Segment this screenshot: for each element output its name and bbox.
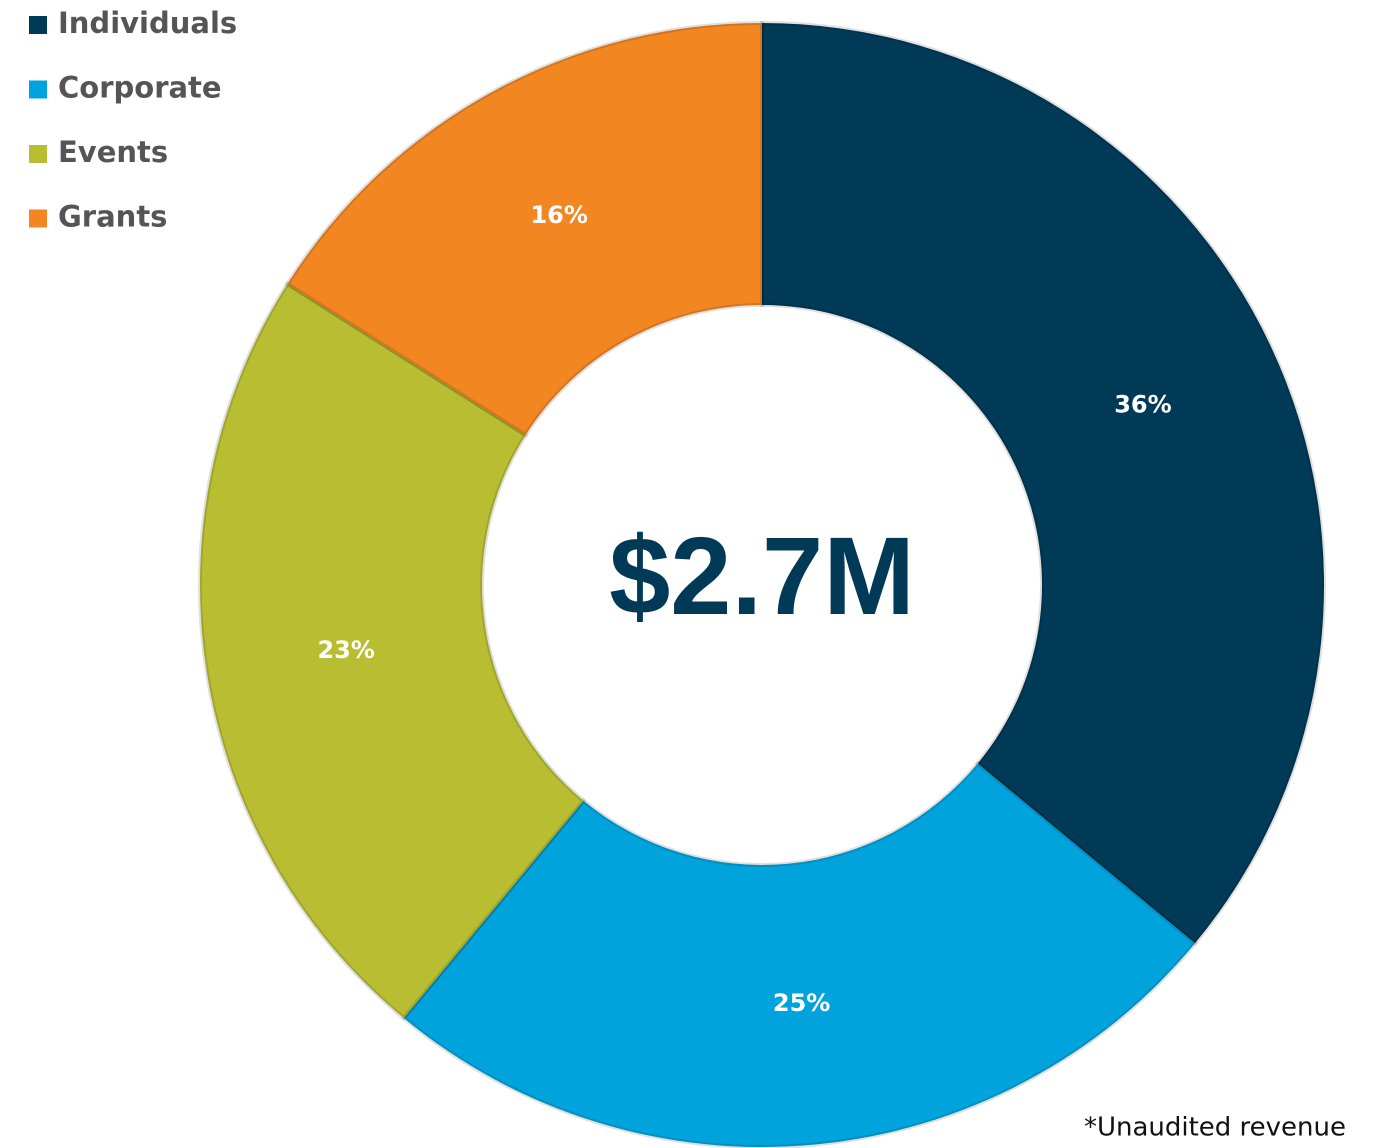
legend-text: Events	[58, 135, 168, 169]
slice-label: 36%	[1114, 391, 1171, 419]
slice-label: 25%	[773, 989, 830, 1017]
legend-swatch	[29, 145, 47, 163]
center-text: $2.7M	[609, 515, 915, 638]
slice	[400, 760, 1198, 1148]
legend-swatch	[29, 16, 47, 34]
slice-label: 16%	[530, 201, 587, 229]
legend-text: Corporate	[58, 71, 222, 105]
slice	[760, 20, 1326, 947]
legend-text: Grants	[58, 200, 167, 234]
legend-swatch	[29, 80, 47, 99]
footnote: *Unaudited revenue	[1084, 1113, 1346, 1143]
slice	[284, 20, 764, 438]
slice	[198, 281, 587, 1021]
slice-label: 23%	[317, 636, 374, 664]
legend-swatch	[29, 209, 47, 228]
legend-text: Individuals	[58, 6, 237, 40]
